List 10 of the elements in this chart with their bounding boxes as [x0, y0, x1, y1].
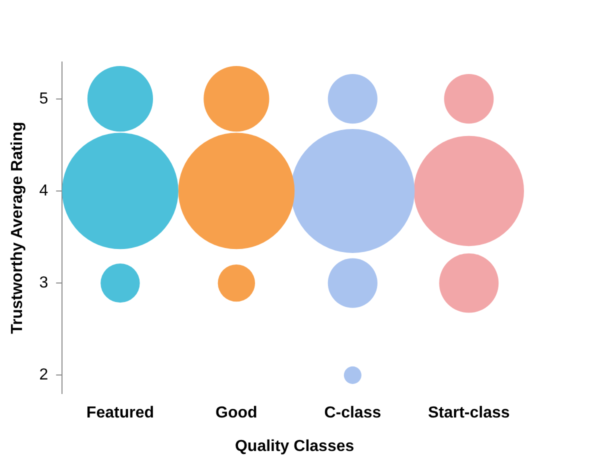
x-tick-label: C-class — [324, 404, 382, 422]
x-axis-title: Quality Classes — [234, 438, 354, 455]
y-tick-label: 3 — [39, 274, 48, 292]
y-tick-label: 2 — [39, 366, 48, 384]
y-axis-title: Trustworthy Average Rating — [9, 122, 26, 334]
x-tick-label: Start-class — [428, 404, 510, 422]
y-tick-label: 4 — [39, 182, 48, 200]
y-tick-label: 5 — [39, 90, 48, 108]
x-tick-label: Good — [216, 404, 258, 422]
x-tick-label: Featured — [86, 404, 154, 422]
